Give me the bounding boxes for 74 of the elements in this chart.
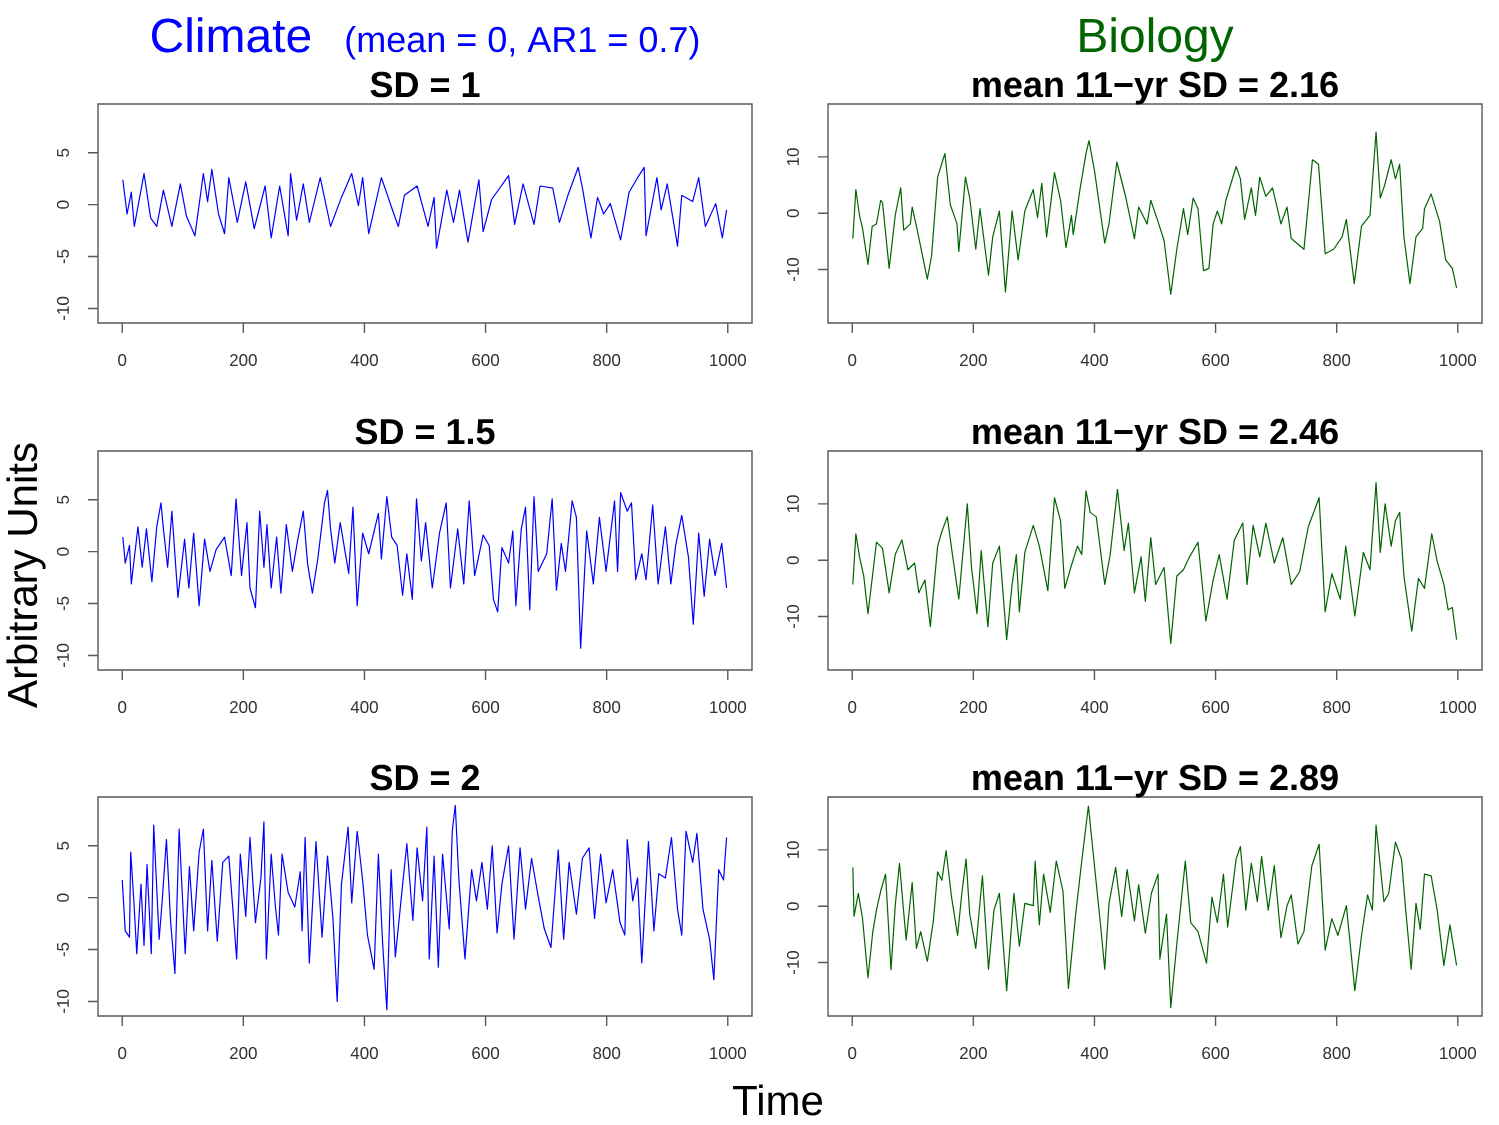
y-tick-label: -5	[57, 942, 69, 957]
x-axis-title: Time	[733, 1084, 823, 1116]
x-tick-label: 0	[848, 1047, 857, 1060]
x-tick-label: 0	[118, 354, 127, 367]
line-series	[122, 166, 728, 249]
x-tick-label: 400	[350, 1047, 378, 1060]
x-tick-label: 0	[848, 354, 857, 367]
x-tick-label: 0	[118, 701, 127, 714]
x-tick-label: 200	[230, 701, 257, 714]
x-tick-label: 600	[472, 1047, 500, 1060]
y-tick-label: 10	[786, 495, 799, 513]
line-series	[122, 489, 728, 649]
y-tick-label: -10	[56, 296, 69, 320]
x-tick-label: 600	[472, 354, 500, 367]
y-tick-label: 0	[786, 902, 799, 911]
chart-title: Biology	[1080, 17, 1234, 62]
x-tick-label: 600	[1202, 354, 1230, 367]
line-series	[852, 131, 1458, 295]
x-tick-label: 1000	[1440, 354, 1477, 367]
x-tick-label: 400	[1080, 701, 1108, 714]
x-tick-label: 400	[1080, 354, 1108, 367]
x-tick-label: 800	[593, 1047, 621, 1060]
x-tick-label: 600	[472, 701, 500, 714]
y-tick-label: 5	[57, 148, 69, 157]
x-tick-label: 1000	[710, 1047, 747, 1060]
x-tick-label: 1000	[710, 354, 747, 367]
x-tick-label: 400	[1080, 1047, 1108, 1060]
x-tick-label: 0	[118, 1047, 127, 1060]
x-tick-label: 200	[960, 1047, 987, 1060]
text: (mean = 0, AR1 = 0.7)	[346, 25, 699, 60]
x-tick-label: 200	[230, 1047, 257, 1060]
x-tick-label: 800	[1323, 1047, 1351, 1060]
x-tick-label: 800	[593, 701, 621, 714]
x-tick-label: 1000	[710, 701, 747, 714]
x-tick-label: 1000	[1440, 1047, 1477, 1060]
y-tick-label: 10	[786, 841, 799, 859]
y-tick-label: 5	[57, 841, 69, 850]
x-tick-label: 400	[350, 701, 378, 714]
line-series	[852, 805, 1458, 1009]
y-tick-label: 0	[786, 556, 799, 565]
y-tick-label: 5	[57, 495, 69, 504]
x-tick-label: 800	[1323, 701, 1351, 714]
chart-subtitle: SD = 1	[370, 71, 480, 98]
x-tick-label: 200	[230, 354, 257, 367]
y-tick-label: -10	[56, 643, 69, 667]
chart-title: Climate	[152, 17, 311, 53]
chart-title: SD = 1.5	[355, 418, 495, 445]
x-tick-label: 600	[1202, 1047, 1230, 1060]
y-tick-label: 0	[56, 547, 69, 556]
x-tick-label: 800	[1323, 354, 1351, 367]
y-tick-label: 10	[786, 148, 799, 166]
y-tick-label: -10	[786, 257, 799, 282]
chart-subtitle: mean 11−yr SD = 2.16	[973, 71, 1338, 105]
x-tick-label: 800	[593, 354, 621, 367]
y-tick-label: 0	[56, 200, 69, 209]
y-tick-label: -10	[786, 950, 799, 975]
x-tick-label: 1000	[1440, 701, 1477, 714]
x-tick-label: 0	[848, 701, 857, 714]
y-tick-label: -5	[57, 249, 69, 264]
chart-title: SD = 2	[370, 764, 480, 791]
x-tick-label: 600	[1202, 701, 1230, 714]
y-tick-label: 0	[56, 893, 69, 902]
y-tick-label: 0	[786, 209, 799, 218]
x-tick-label: 200	[960, 354, 987, 367]
line-series	[852, 481, 1458, 645]
x-tick-label: 200	[960, 701, 987, 714]
y-tick-label: -10	[56, 989, 69, 1013]
y-tick-label: -5	[57, 596, 69, 611]
y-tick-label: -10	[786, 604, 799, 629]
line-series	[121, 804, 728, 1011]
chart-title: mean 11−yr SD = 2.46	[973, 418, 1338, 452]
chart-title: mean 11−yr SD = 2.89	[973, 764, 1338, 798]
y-axis-title: Arbitrary Units	[6, 443, 46, 708]
x-tick-label: 400	[350, 354, 378, 367]
